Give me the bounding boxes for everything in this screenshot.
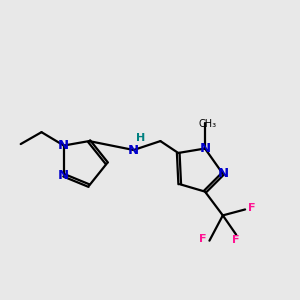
Text: F: F bbox=[248, 203, 255, 213]
Text: CH₃: CH₃ bbox=[198, 119, 216, 129]
Text: N: N bbox=[217, 167, 228, 180]
Text: N: N bbox=[58, 139, 69, 152]
Text: N: N bbox=[58, 169, 69, 182]
Text: N: N bbox=[128, 143, 139, 157]
Text: H: H bbox=[136, 133, 146, 143]
Text: F: F bbox=[232, 235, 240, 245]
Text: N: N bbox=[200, 142, 211, 155]
Text: F: F bbox=[199, 234, 207, 244]
